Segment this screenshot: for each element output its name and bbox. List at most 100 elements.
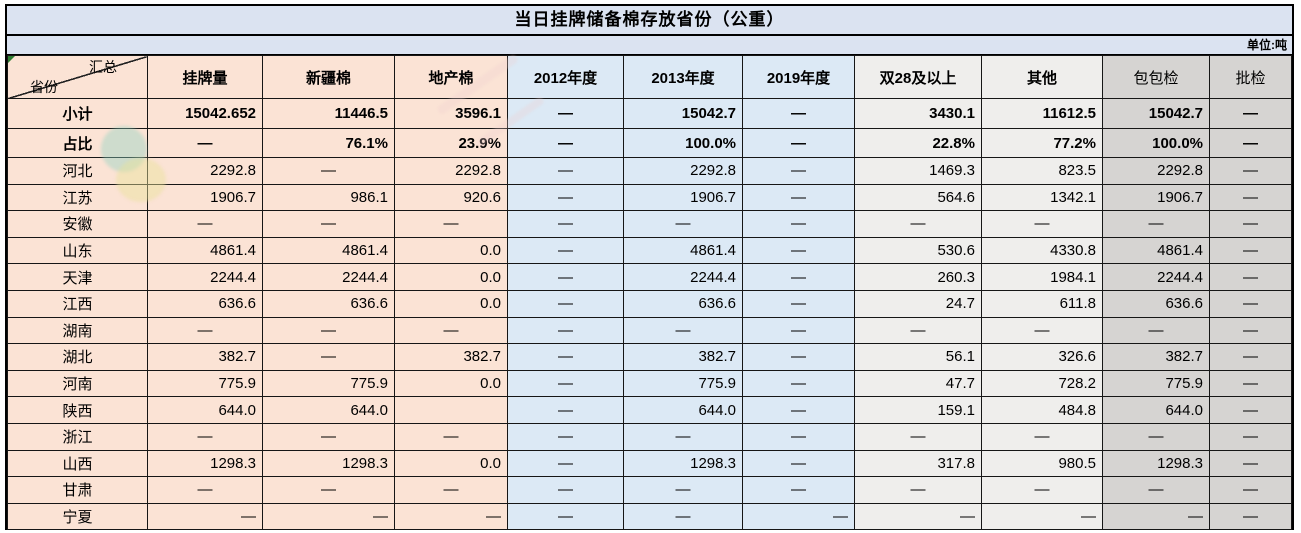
cell: 484.8 xyxy=(981,396,1103,424)
cell: 15042.7 xyxy=(623,98,743,129)
table-row: 甘肃 — — — — — — — — — — xyxy=(7,476,1292,504)
cell: 1469.3 xyxy=(854,157,982,185)
table-row: 天津 2244.4 2244.4 0.0—2244.4—260.3 1984.1 2244… xyxy=(7,263,1292,291)
cell: — xyxy=(981,476,1103,504)
cell: 644.0 xyxy=(623,396,743,424)
cell: — xyxy=(1209,369,1292,398)
cell: — xyxy=(1209,263,1292,291)
table-row: 江苏 1906.7 986.1 920.6—1906.7—564.6 1342.1 190… xyxy=(7,183,1292,212)
cell: — xyxy=(742,343,855,371)
cell: 11446.5 xyxy=(262,98,395,129)
cell: — xyxy=(1209,396,1292,424)
cell: 775.9 xyxy=(147,369,263,398)
cell: 100.0% xyxy=(623,128,743,158)
row-label: 山西 xyxy=(7,449,148,478)
cell: 4861.4 xyxy=(623,236,743,265)
corner-label-summary: 汇总 xyxy=(89,59,117,75)
cell: 644.0 xyxy=(1102,396,1210,424)
row-label: 占比 xyxy=(7,128,148,158)
cell: 15042.7 xyxy=(1102,98,1210,129)
cell: 0.0 xyxy=(394,236,508,265)
cell: — xyxy=(507,157,624,185)
cell: — xyxy=(981,422,1103,451)
cell: — xyxy=(1102,422,1210,451)
cell: — xyxy=(742,316,855,345)
cell: — xyxy=(742,422,855,451)
table-row: 湖北 382.7—382.7—382.7—56.1 326.6 382.7— xyxy=(7,343,1292,371)
cell: — xyxy=(1102,476,1210,504)
cell: — xyxy=(507,236,624,265)
cell: — xyxy=(742,210,855,238)
cell: — xyxy=(854,476,982,504)
cell: 775.9 xyxy=(623,369,743,398)
cell: 2244.4 xyxy=(262,263,395,291)
cell: — xyxy=(394,422,508,451)
cell: 0.0 xyxy=(394,263,508,291)
cell: — xyxy=(507,128,624,158)
cell: 1298.3 xyxy=(147,449,263,478)
cell: 0.0 xyxy=(394,289,508,318)
cell: 326.6 xyxy=(981,343,1103,371)
cell: 76.1% xyxy=(262,128,395,158)
cell: 823.5 xyxy=(981,157,1103,185)
cell-flag-indicator-icon xyxy=(8,56,15,63)
row-label: 湖北 xyxy=(7,343,148,371)
table-row: 陕西 644.0 644.0—644.0—159.1 484.8 644.0— xyxy=(7,396,1292,424)
column-header-6: 2019年度 xyxy=(742,55,855,99)
cell: — xyxy=(1209,157,1292,185)
cell: 4330.8 xyxy=(981,236,1103,265)
cell: 636.6 xyxy=(262,289,395,318)
cell: — xyxy=(1102,210,1210,238)
table-row: 占比 —76.1% 23.9% —100.0% —22.8% 77.2% 100.0% — xyxy=(7,128,1292,158)
cell: — xyxy=(262,422,395,451)
cell: 56.1 xyxy=(854,343,982,371)
page-title: 当日挂牌储备棉存放省份（公重） xyxy=(7,6,1292,36)
cotton-storage-table: 汇总 省份 挂牌量 新疆棉 地产棉 2012年度 2013年度 2019年度 双28及以上其… xyxy=(7,55,1292,531)
cell: 1906.7 xyxy=(623,183,743,212)
table-row: 山东 4861.4 4861.4 0.0—4861.4—530.6 4330.8 4861… xyxy=(7,236,1292,265)
cell: — xyxy=(742,183,855,212)
row-label: 河南 xyxy=(7,369,148,398)
cell: — xyxy=(1209,128,1292,158)
cell: 15042.652 xyxy=(147,98,263,129)
cell: — xyxy=(623,210,743,238)
cell: — xyxy=(262,157,395,185)
column-header-2: 新疆棉 xyxy=(262,55,395,99)
corner-header-cell: 汇总 省份 xyxy=(7,55,148,99)
cell: 611.8 xyxy=(981,289,1103,318)
cell: — xyxy=(1209,289,1292,318)
cell: 4861.4 xyxy=(262,236,395,265)
cell: 23.9% xyxy=(394,128,508,158)
cell: — xyxy=(742,369,855,398)
cell: 382.7 xyxy=(623,343,743,371)
cell: — xyxy=(507,98,624,129)
cell: 24.7 xyxy=(854,289,982,318)
cell: — xyxy=(507,316,624,345)
cell: — xyxy=(1102,316,1210,345)
cell: — xyxy=(742,289,855,318)
table-row: 江西 636.6 636.6 0.0—636.6—24.7 611.8 636.6— xyxy=(7,289,1292,318)
cell: 0.0 xyxy=(394,449,508,478)
table-row: 小计 15042.652 11446.5 3596.1—15042.7—3430.1 1… xyxy=(7,98,1292,129)
cell: — xyxy=(507,183,624,212)
cell: 1298.3 xyxy=(623,449,743,478)
cell: — xyxy=(262,210,395,238)
cell: — xyxy=(507,263,624,291)
cell: — xyxy=(742,236,855,265)
cell: — xyxy=(623,422,743,451)
cell: — xyxy=(742,396,855,424)
cell: 530.6 xyxy=(854,236,982,265)
cell: — xyxy=(262,476,395,504)
cell: — xyxy=(1209,316,1292,345)
cell: — xyxy=(507,343,624,371)
cell: — xyxy=(742,157,855,185)
table-row: 河南 775.9 775.9 0.0—775.9—47.7 728.2 775.9— xyxy=(7,369,1292,398)
cell: — xyxy=(1102,502,1210,531)
cell: — xyxy=(742,449,855,478)
row-label: 江苏 xyxy=(7,183,148,212)
unit-label: 单位:吨 xyxy=(7,36,1292,55)
cell: — xyxy=(1209,183,1292,212)
cell: — xyxy=(1209,476,1292,504)
cell: — xyxy=(742,502,855,531)
